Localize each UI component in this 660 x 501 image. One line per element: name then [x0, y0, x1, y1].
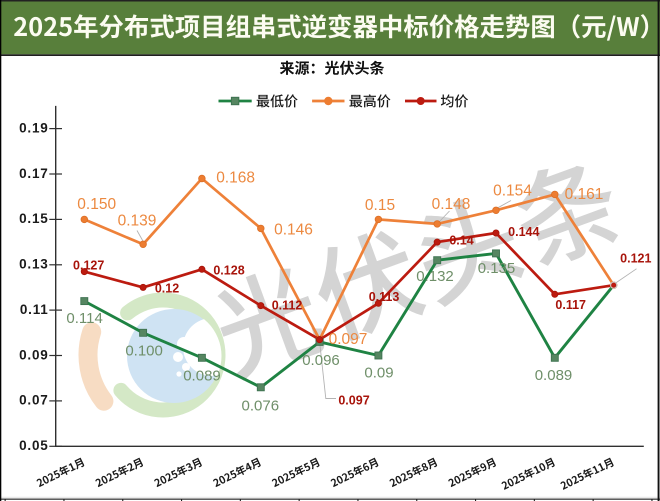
svg-text:0.13: 0.13: [19, 257, 48, 272]
svg-text:0.09: 0.09: [364, 364, 393, 381]
svg-text:0.097: 0.097: [338, 394, 369, 408]
svg-text:0.15: 0.15: [365, 197, 395, 214]
svg-text:0.168: 0.168: [216, 170, 255, 187]
svg-text:0.132: 0.132: [416, 268, 454, 285]
svg-text:0.112: 0.112: [272, 299, 303, 313]
svg-text:0.139: 0.139: [118, 213, 157, 230]
svg-text:0.09: 0.09: [19, 347, 48, 362]
svg-text:0.089: 0.089: [183, 367, 221, 384]
svg-text:0.089: 0.089: [535, 367, 573, 384]
svg-text:0.05: 0.05: [19, 438, 48, 453]
svg-text:0.096: 0.096: [302, 352, 340, 369]
svg-text:0.128: 0.128: [213, 264, 244, 278]
svg-text:0.15: 0.15: [19, 211, 48, 226]
svg-text:0.100: 0.100: [125, 342, 163, 359]
svg-text:0.076: 0.076: [242, 397, 280, 414]
svg-text:0.148: 0.148: [432, 196, 471, 213]
svg-text:0.150: 0.150: [77, 196, 116, 213]
svg-text:0.127: 0.127: [73, 258, 104, 272]
svg-text:0.14: 0.14: [449, 234, 473, 248]
svg-text:0.114: 0.114: [66, 310, 102, 327]
svg-text:0.17: 0.17: [19, 166, 48, 181]
svg-text:0.097: 0.097: [329, 331, 368, 348]
svg-text:0.19: 0.19: [19, 120, 48, 135]
svg-text:0.12: 0.12: [155, 282, 179, 296]
svg-text:0.11: 0.11: [20, 302, 49, 317]
svg-text:0.121: 0.121: [620, 252, 651, 266]
svg-text:0.146: 0.146: [274, 222, 313, 239]
svg-text:0.113: 0.113: [369, 290, 400, 304]
svg-text:0.135: 0.135: [478, 260, 516, 277]
svg-text:0.117: 0.117: [555, 298, 586, 312]
svg-text:0.161: 0.161: [565, 186, 604, 203]
svg-text:0.154: 0.154: [493, 183, 532, 200]
svg-text:0.144: 0.144: [508, 225, 539, 239]
svg-text:0.07: 0.07: [19, 393, 48, 408]
